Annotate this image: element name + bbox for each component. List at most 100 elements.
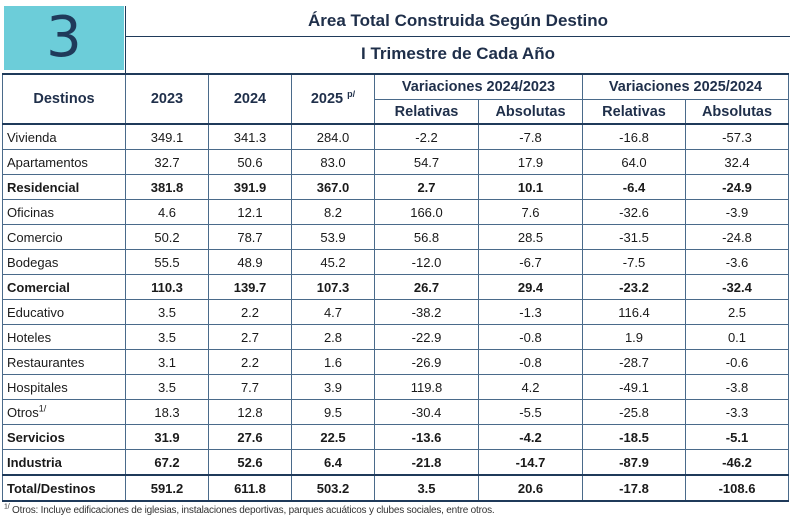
row-label-text: Vivienda	[7, 129, 57, 145]
table-cell: -3.6	[685, 249, 789, 275]
table-cell: 4.6	[125, 199, 209, 225]
table-cell: -18.5	[582, 424, 686, 450]
col-header-2025: 2025 p/	[291, 73, 375, 125]
table-cell: 54.7	[374, 149, 479, 175]
row-label: Apartamentos	[2, 149, 126, 175]
table-cell: 2.7	[208, 324, 292, 350]
table-cell: -0.8	[478, 324, 583, 350]
table-cell: -32.6	[582, 199, 686, 225]
table-cell: -28.7	[582, 349, 686, 375]
row-label-text: Residencial	[7, 179, 80, 195]
header-divider	[125, 6, 126, 73]
row-label-text: Educativo	[7, 304, 65, 320]
table-cell: 2.5	[685, 299, 789, 325]
table-cell: -24.9	[685, 174, 789, 200]
table-cell: 12.1	[208, 199, 292, 225]
table-cell: -14.7	[478, 449, 583, 476]
col-header-relativas-1: Relativas	[374, 99, 479, 125]
row-label: Restaurantes	[2, 349, 126, 375]
table-cell: 27.6	[208, 424, 292, 450]
table-cell: 166.0	[374, 199, 479, 225]
table-cell: 50.2	[125, 224, 209, 250]
table-cell: 18.3	[125, 399, 209, 425]
table-cell: 503.2	[291, 474, 375, 502]
table-cell: 20.6	[478, 474, 583, 502]
row-label: Comercio	[2, 224, 126, 250]
header-row-1: Destinos 2023 2024 2025 p/ Variaciones 2…	[2, 73, 789, 125]
table-title: Área Total Construida Según Destino	[126, 6, 790, 37]
table-cell: 26.7	[374, 274, 479, 300]
table-cell: 52.6	[208, 449, 292, 476]
table-cell: -31.5	[582, 224, 686, 250]
row-label-text: Total/Destinos	[7, 480, 96, 496]
row-label-note: 1/	[38, 403, 47, 414]
table-cell: -23.2	[582, 274, 686, 300]
table-cell: 349.1	[125, 123, 209, 150]
table-cell: 2.7	[374, 174, 479, 200]
table-cell: 2.8	[291, 324, 375, 350]
col-group-variaciones-2024-2023: Variaciones 2024/2023	[374, 73, 583, 100]
table-cell: 56.8	[374, 224, 479, 250]
table-cell: -3.8	[685, 374, 789, 400]
table-cell: -87.9	[582, 449, 686, 476]
table-cell: 9.5	[291, 399, 375, 425]
table-cell: 3.9	[291, 374, 375, 400]
table-cell: -57.3	[685, 123, 789, 150]
table-cell: 78.7	[208, 224, 292, 250]
table-cell: -24.8	[685, 224, 789, 250]
table-row: Hospitales 3.5 7.7 3.9 119.8 4.2 -49.1 -3.8	[2, 374, 789, 400]
row-label-text: Apartamentos	[7, 154, 88, 170]
section-number: 3	[46, 5, 82, 70]
table-cell: 22.5	[291, 424, 375, 450]
table-row: Comercial 110.3 139.7 107.3 26.7 29.4 -23.2 -32…	[2, 274, 789, 300]
row-label: Oficinas	[2, 199, 126, 225]
table-cell: 32.7	[125, 149, 209, 175]
table-cell: 110.3	[125, 274, 209, 300]
table-cell: 83.0	[291, 149, 375, 175]
col-header-absolutas-1: Absolutas	[478, 99, 583, 125]
table-cell: 4.2	[478, 374, 583, 400]
table-cell: 367.0	[291, 174, 375, 200]
table-row: Hoteles 3.5 2.7 2.8 -22.9 -0.8 1.9 0.1	[2, 324, 789, 350]
row-label: Servicios	[2, 424, 126, 450]
table-cell: 64.0	[582, 149, 686, 175]
table-cell: 29.4	[478, 274, 583, 300]
row-label-text: Hospitales	[7, 379, 68, 395]
table-cell: -16.8	[582, 123, 686, 150]
row-label: Educativo	[2, 299, 126, 325]
col-header-2025-note: p/	[347, 89, 356, 100]
table-cell: 119.8	[374, 374, 479, 400]
table-cell: 7.6	[478, 199, 583, 225]
table-row: Servicios 31.9 27.6 22.5 -13.6 -4.2 -18.5 -5.1	[2, 424, 789, 450]
table-cell: 139.7	[208, 274, 292, 300]
table-cell: 17.9	[478, 149, 583, 175]
table-subtitle: I Trimestre de Cada Año	[361, 43, 555, 63]
table-cell: 3.1	[125, 349, 209, 375]
table-cell: 67.2	[125, 449, 209, 476]
table-cell: 0.1	[685, 324, 789, 350]
table-cell: -108.6	[685, 474, 789, 502]
data-table: Destinos 2023 2024 2025 p/ Variaciones 2…	[2, 73, 789, 502]
table-cell: 7.7	[208, 374, 292, 400]
table-cell: -6.4	[582, 174, 686, 200]
row-label-text: Oficinas	[7, 204, 54, 220]
table-row: Apartamentos 32.7 50.6 83.0 54.7 17.9 64.0 32.4	[2, 149, 789, 175]
col-header-2025-label: 2025	[310, 91, 344, 107]
row-label: Vivienda	[2, 123, 126, 150]
table-cell: 381.8	[125, 174, 209, 200]
table-cell: 341.3	[208, 123, 292, 150]
table-cell: 107.3	[291, 274, 375, 300]
col-header-2023: 2023	[125, 73, 209, 125]
table-cell: 50.6	[208, 149, 292, 175]
row-label-text: Hoteles	[7, 329, 52, 345]
table-row: Otros1/18.3 12.8 9.5 -30.4 -5.5 -25.8 -3.3	[2, 399, 789, 425]
table-row: Comercio 50.2 78.7 53.9 56.8 28.5 -31.5 -24.8	[2, 224, 789, 250]
table-cell: -7.5	[582, 249, 686, 275]
table-cell: -46.2	[685, 449, 789, 476]
table-cell: -30.4	[374, 399, 479, 425]
table-cell: 591.2	[125, 474, 209, 502]
table-cell: 45.2	[291, 249, 375, 275]
col-header-absolutas-2: Absolutas	[685, 99, 789, 125]
table-cell: 12.8	[208, 399, 292, 425]
row-label-text: Otros	[7, 404, 39, 420]
